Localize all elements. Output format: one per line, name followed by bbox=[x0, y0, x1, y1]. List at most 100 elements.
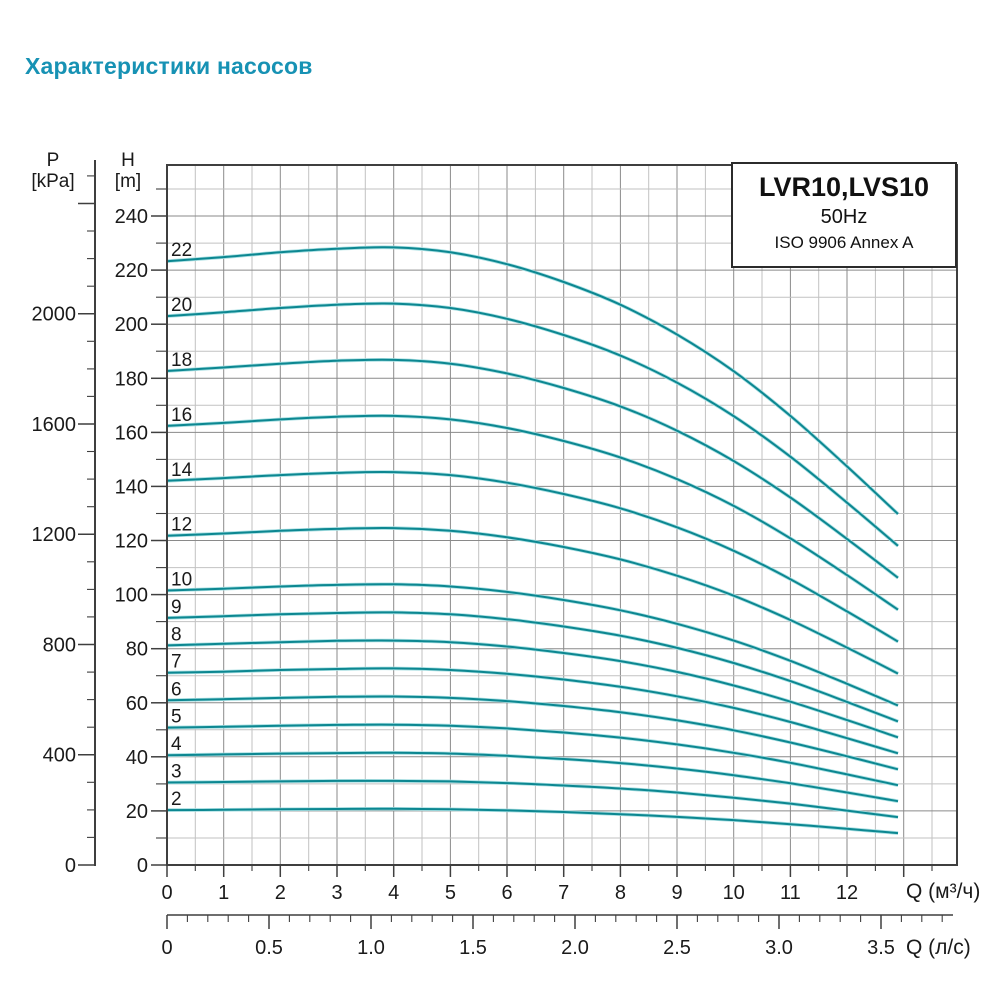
flow-m3h-tick-label-6: 6 bbox=[501, 882, 512, 904]
pump-curve-3 bbox=[166, 779, 899, 819]
head-axis-symbol: H bbox=[121, 150, 135, 171]
pump-curve-12 bbox=[166, 527, 899, 675]
legend-model: LVR10,LVS10 bbox=[758, 172, 930, 202]
pump-curve-halo-2 bbox=[166, 806, 899, 835]
flow-m3h-tick-label-0: 0 bbox=[161, 882, 172, 904]
pump-curve-halo-12 bbox=[166, 526, 899, 676]
head-tick-label-140: 140 bbox=[115, 476, 148, 498]
legend-box: LVR10,LVS10 50Hz ISO 9906 Annex A bbox=[731, 162, 957, 268]
flow-ls-tick-label-0.5: 0.5 bbox=[255, 937, 283, 959]
curve-label-14: 14 bbox=[171, 460, 193, 481]
pump-curve-halo-20 bbox=[166, 301, 900, 548]
head-tick-label-120: 120 bbox=[115, 531, 148, 553]
pump-curve-22 bbox=[166, 246, 899, 515]
flow-ls-axis: 0 0.5 1.0 1.5 2.0 2.5 3.0 3.5 bbox=[161, 914, 953, 959]
head-tick-label-180: 180 bbox=[115, 368, 148, 390]
curve-label-9: 9 bbox=[171, 597, 182, 618]
flow-ls-tick-label-1.5: 1.5 bbox=[459, 937, 487, 959]
pump-curve-5 bbox=[166, 723, 899, 787]
legend-standard: ISO 9906 Annex A bbox=[774, 233, 914, 252]
page-title: Характеристики насосов bbox=[25, 53, 313, 79]
pump-curves bbox=[166, 245, 900, 835]
curve-label-5: 5 bbox=[171, 707, 182, 728]
head-tick-label-160: 160 bbox=[115, 422, 148, 444]
flow-ls-tick-label-3.0: 3.0 bbox=[765, 937, 793, 959]
head-tick-label-220: 220 bbox=[115, 260, 148, 282]
plot-border bbox=[166, 164, 958, 866]
pressure-axis-unit: [kPa] bbox=[31, 171, 75, 192]
flow-m3h-axis: 0 1 2 3 4 5 6 7 8 9 10 11 12 bbox=[161, 866, 933, 904]
curve-label-8: 8 bbox=[171, 624, 182, 645]
head-tick-label-20: 20 bbox=[126, 801, 148, 823]
flow-m3h-tick-label-12: 12 bbox=[836, 882, 858, 904]
pump-curve-20 bbox=[166, 302, 899, 547]
legend-frequency: 50Hz bbox=[820, 206, 868, 228]
curve-label-6: 6 bbox=[171, 679, 182, 700]
pump-curve-2 bbox=[166, 807, 899, 835]
curve-label-18: 18 bbox=[171, 350, 192, 371]
curve-label-12: 12 bbox=[171, 515, 192, 536]
curve-label-3: 3 bbox=[171, 762, 182, 783]
pressure-tick-label-2000: 2000 bbox=[32, 304, 77, 326]
flow-ls-axis-label: Q (л/с) bbox=[906, 936, 971, 959]
head-tick-label-240: 240 bbox=[115, 206, 148, 228]
flow-m3h-tick-label-8: 8 bbox=[615, 882, 626, 904]
flow-m3h-tick-label-11: 11 bbox=[780, 882, 801, 904]
flow-m3h-tick-label-9: 9 bbox=[671, 882, 682, 904]
flow-m3h-axis-label: Q (м³/ч) bbox=[906, 880, 981, 903]
head-axis-header: H [m] bbox=[102, 150, 154, 192]
curve-label-4: 4 bbox=[171, 734, 182, 755]
flow-m3h-tick-label-4: 4 bbox=[388, 882, 399, 904]
flow-ls-tick-label-2.0: 2.0 bbox=[561, 937, 589, 959]
pump-curve-halo-9 bbox=[166, 610, 899, 724]
flow-m3h-tick-label-7: 7 bbox=[558, 882, 569, 904]
flow-m3h-tick-label-1: 1 bbox=[218, 882, 229, 904]
curve-label-2: 2 bbox=[171, 789, 182, 810]
curve-label-7: 7 bbox=[171, 652, 182, 673]
flow-ls-tick-label-3.5: 3.5 bbox=[867, 937, 895, 959]
pump-curve-7 bbox=[166, 667, 899, 755]
flow-m3h-tick-label-2: 2 bbox=[275, 882, 286, 904]
pressure-tick-label-400: 400 bbox=[43, 745, 76, 767]
pressure-tick-label-1200: 1200 bbox=[32, 524, 77, 546]
head-tick-label-80: 80 bbox=[126, 639, 148, 661]
head-axis-unit: [m] bbox=[114, 171, 142, 192]
flow-ls-tick-label-2.5: 2.5 bbox=[663, 937, 691, 959]
head-tick-label-60: 60 bbox=[126, 693, 148, 715]
curve-label-10: 10 bbox=[171, 570, 192, 591]
pump-curve-9 bbox=[166, 611, 899, 723]
head-tick-label-0: 0 bbox=[137, 855, 148, 877]
pump-curve-4 bbox=[166, 751, 899, 803]
curve-label-20: 20 bbox=[171, 295, 192, 316]
flow-ls-tick-label-0: 0 bbox=[161, 937, 172, 959]
pump-curve-halo-18 bbox=[166, 357, 900, 580]
pump-curve-halo-10 bbox=[166, 582, 899, 708]
flow-m3h-tick-label-10: 10 bbox=[723, 882, 745, 904]
pressure-axis-symbol: P bbox=[46, 150, 60, 171]
pressure-axis-header: P [kPa] bbox=[27, 150, 79, 192]
pump-curve-18 bbox=[166, 358, 899, 579]
pressure-tick-label-1600: 1600 bbox=[32, 414, 77, 436]
pump-curve-10 bbox=[166, 583, 899, 707]
flow-m3h-tick-label-5: 5 bbox=[445, 882, 456, 904]
pump-curve-8 bbox=[166, 639, 899, 739]
pump-curve-14 bbox=[166, 470, 899, 643]
head-tick-label-40: 40 bbox=[126, 747, 148, 769]
pump-curve-halo-4 bbox=[166, 750, 899, 803]
pump-curve-16 bbox=[166, 414, 899, 611]
pressure-tick-label-800: 800 bbox=[43, 635, 76, 657]
flow-ls-tick-label-1.0: 1.0 bbox=[357, 937, 385, 959]
pump-curve-halo-16 bbox=[166, 413, 900, 612]
pressure-axis: 2000 1600 1200 800 400 0 bbox=[32, 160, 96, 877]
pressure-tick-label-0: 0 bbox=[65, 855, 76, 877]
head-tick-label-200: 200 bbox=[115, 314, 148, 336]
curve-label-16: 16 bbox=[171, 405, 192, 426]
curve-labels: 22 20 18 16 14 12 10 9 8 7 6 5 4 3 2 bbox=[171, 240, 193, 810]
flow-m3h-tick-label-3: 3 bbox=[331, 882, 342, 904]
pump-curve-6 bbox=[166, 695, 899, 771]
curve-label-22: 22 bbox=[171, 240, 192, 261]
